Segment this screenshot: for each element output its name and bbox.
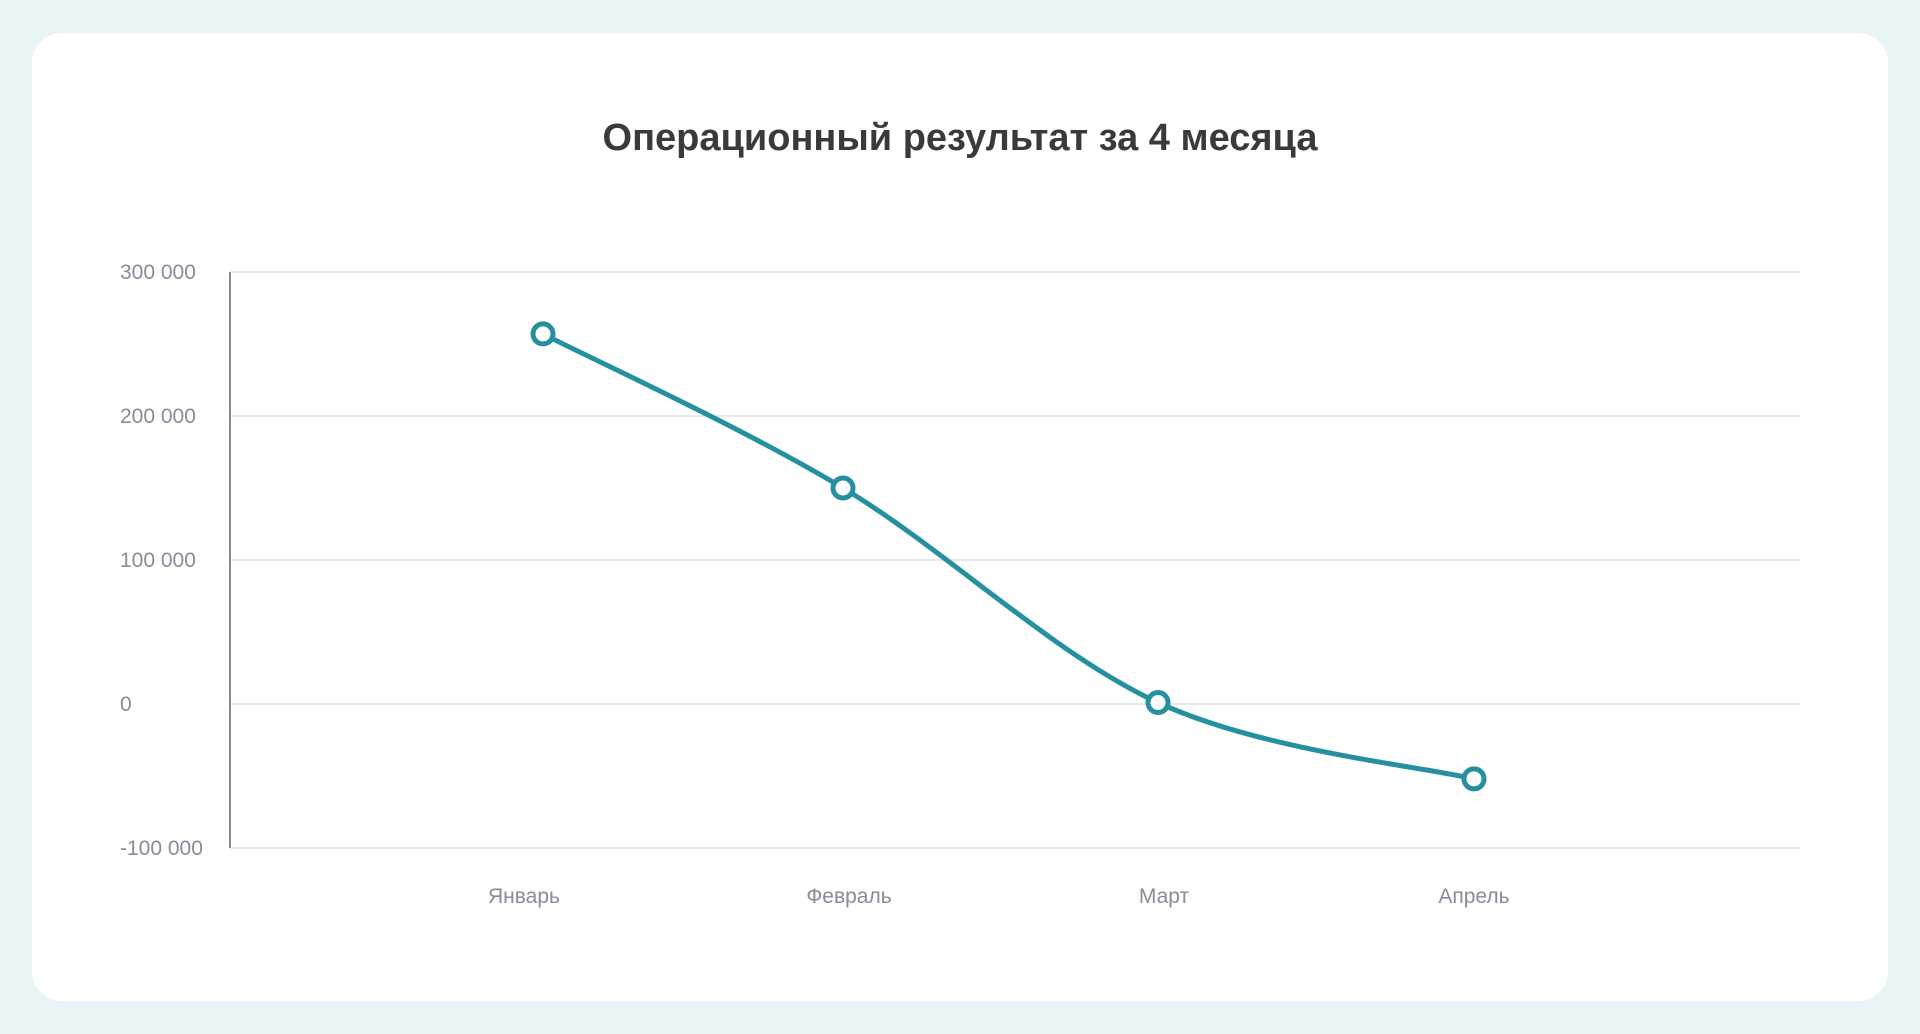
- y-tick-label: 300 000: [120, 261, 196, 284]
- x-tick-label: Март: [1139, 885, 1190, 908]
- x-tick-label: Январь: [488, 885, 560, 908]
- y-tick-label: -100 000: [120, 837, 203, 860]
- x-tick-label: Февраль: [806, 885, 891, 908]
- y-tick-label: 200 000: [120, 405, 196, 428]
- data-point[interactable]: [830, 475, 856, 501]
- series: [530, 321, 1487, 792]
- series-line: [540, 331, 1477, 782]
- y-tick-label: 0: [120, 693, 132, 716]
- y-tick-label: 100 000: [120, 549, 196, 572]
- grid-lines: [230, 271, 1800, 849]
- x-tick-label: Апрель: [1438, 885, 1509, 908]
- y-axis-tick-labels: 300 000 200 000 100 000 0 -100 000: [120, 261, 203, 860]
- data-point[interactable]: [1461, 766, 1487, 792]
- data-point[interactable]: [530, 321, 556, 347]
- chart-title: Операционный результат за 4 месяца: [602, 117, 1318, 159]
- data-point[interactable]: [1145, 690, 1171, 716]
- chart-card: [32, 33, 1888, 1001]
- x-axis-tick-labels: Январь Февраль Март Апрель: [488, 885, 1510, 908]
